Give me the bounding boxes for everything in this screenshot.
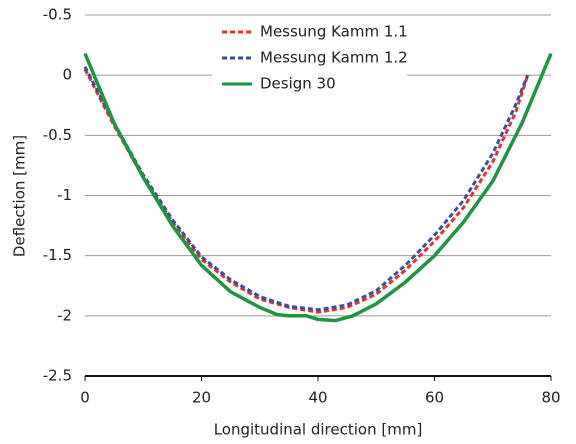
- y-tick-label: -1.5: [43, 246, 72, 264]
- x-tick-label: 0: [80, 389, 90, 407]
- x-tick-label: 60: [425, 389, 444, 407]
- legend: Messung Kamm 1.1 Messung Kamm 1.2 Design 3…: [212, 16, 408, 102]
- x-tick-label: 20: [192, 389, 211, 407]
- x-tick-label: 80: [541, 389, 560, 407]
- x-axis-label: Longitudinal direction [mm]: [214, 421, 423, 439]
- legend-label: Messung Kamm 1.2: [260, 49, 408, 67]
- y-tick-label: -2.5: [43, 367, 72, 385]
- x-tick-label: 40: [308, 389, 327, 407]
- legend-box: [212, 16, 407, 102]
- legend-label: Design 30: [260, 75, 336, 93]
- data-line: [83, 52, 553, 323]
- y-tick-label: -1: [57, 186, 72, 204]
- y-tick-label: -2: [57, 306, 72, 324]
- y-tick-label: 0: [62, 66, 72, 84]
- y-axis-label: Deflection [mm]: [11, 135, 29, 257]
- data-line: [83, 66, 530, 312]
- legend-label: Messung Kamm 1.1: [260, 23, 408, 41]
- y-tick-label: -0.5: [43, 126, 72, 144]
- y-tick-label: -0.5: [43, 6, 72, 24]
- data-line: [83, 68, 530, 314]
